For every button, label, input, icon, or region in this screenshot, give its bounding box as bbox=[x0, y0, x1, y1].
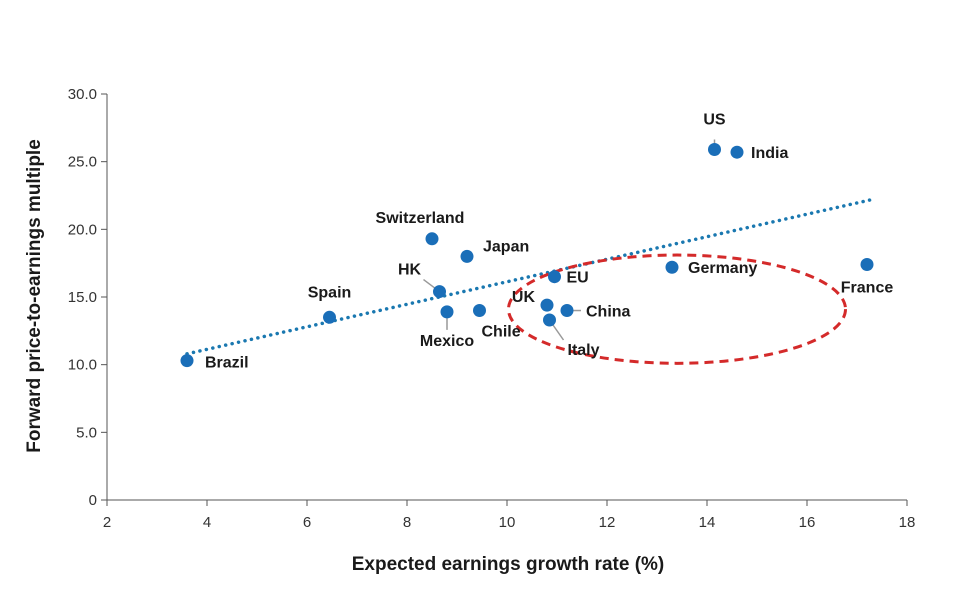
data-point-chile bbox=[473, 304, 486, 318]
point-label-uk: UK bbox=[512, 289, 536, 306]
data-point-japan bbox=[460, 249, 474, 263]
point-label-hk: HK bbox=[398, 262, 422, 279]
y-tick-label: 30.0 bbox=[68, 86, 97, 103]
point-label-spain: Spain bbox=[308, 284, 352, 301]
data-point-spain bbox=[323, 310, 336, 324]
y-tick-label: 15.0 bbox=[68, 289, 97, 306]
data-point-france bbox=[860, 258, 874, 272]
data-point-brazil bbox=[180, 354, 194, 368]
data-point-switzerland bbox=[425, 232, 439, 246]
data-point-india bbox=[730, 145, 744, 159]
highlight-ellipse-layer bbox=[507, 253, 847, 365]
y-tick-label: 0 bbox=[89, 492, 97, 509]
point-label-brazil: Brazil bbox=[205, 355, 249, 372]
data-point-mexico bbox=[440, 305, 454, 319]
x-tick-label: 2 bbox=[103, 514, 111, 531]
x-tick-label: 12 bbox=[599, 514, 616, 531]
point-label-china: China bbox=[586, 304, 631, 321]
highlight-ellipse bbox=[507, 253, 847, 365]
point-label-japan: Japan bbox=[483, 238, 529, 255]
axes: 2 4 6 8 10 12 14 16 18 0 5.0 10.0 15.0 20.0 25.0 30.0 bbox=[68, 86, 916, 531]
y-tick-label: 5.0 bbox=[76, 424, 97, 441]
point-label-chile: Chile bbox=[482, 324, 521, 341]
y-tick-label: 10.0 bbox=[68, 357, 97, 374]
x-tick-label: 14 bbox=[699, 514, 716, 531]
point-label-france: France bbox=[841, 280, 894, 297]
x-tick-label: 4 bbox=[203, 514, 211, 531]
point-label-eu: EU bbox=[567, 270, 589, 287]
point-label-germany: Germany bbox=[688, 260, 757, 277]
point-label-italy: Italy bbox=[568, 342, 600, 359]
trendline bbox=[185, 197, 874, 356]
data-point-china bbox=[560, 304, 574, 318]
x-tick-label: 10 bbox=[499, 514, 516, 531]
x-tick-label: 16 bbox=[799, 514, 816, 531]
data-point-eu bbox=[548, 270, 561, 284]
x-axis-title: Expected earnings growth rate (%) bbox=[352, 554, 665, 575]
data-point-hk bbox=[433, 285, 446, 299]
y-axis-title: Forward price-to-earnings multiple bbox=[24, 139, 45, 453]
data-point-italy bbox=[543, 313, 556, 327]
trendline-layer bbox=[185, 197, 874, 356]
x-tick-label: 6 bbox=[303, 514, 311, 531]
point-labels: Brazil Spain Switzerland Japan HK Mexico Chile… bbox=[205, 111, 893, 371]
point-label-us: US bbox=[703, 111, 726, 128]
point-label-mexico: Mexico bbox=[420, 333, 474, 350]
y-tick-label: 20.0 bbox=[68, 221, 97, 238]
point-label-switzerland: Switzerland bbox=[376, 210, 465, 227]
x-tick-label: 8 bbox=[403, 514, 411, 531]
point-label-india: India bbox=[751, 145, 788, 162]
data-points bbox=[180, 142, 874, 368]
data-point-us bbox=[708, 142, 721, 156]
y-tick-label: 25.0 bbox=[68, 154, 97, 171]
x-tick-label: 18 bbox=[899, 514, 916, 531]
data-point-germany bbox=[665, 260, 679, 274]
data-point-uk bbox=[540, 298, 554, 312]
